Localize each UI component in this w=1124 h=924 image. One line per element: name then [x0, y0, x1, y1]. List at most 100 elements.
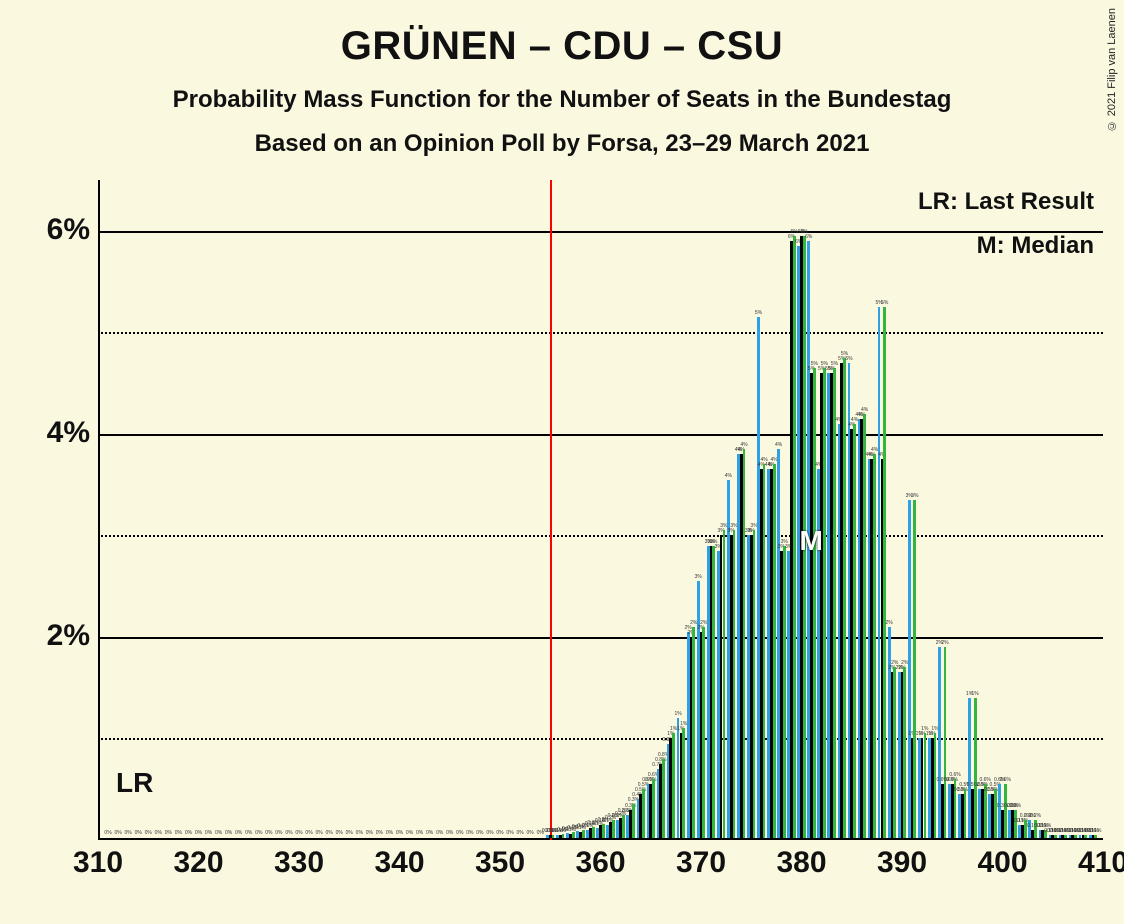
bar-zero-label: 0%: [426, 830, 433, 836]
bar-green: [562, 834, 565, 838]
bar-value-label: 0.3%: [1010, 803, 1021, 809]
bar-zero-label: 0%: [446, 830, 453, 836]
bar-value-label: 2%: [886, 620, 893, 626]
y-tick-label: 2%: [10, 619, 90, 653]
bar-zero-label: 0%: [436, 830, 443, 836]
bar-zero-label: 0%: [225, 830, 232, 836]
x-tick-label: 310: [48, 846, 148, 880]
bar-value-label: 4%: [725, 473, 732, 479]
bar-green: [662, 759, 665, 838]
bar-zero-label: 0%: [336, 830, 343, 836]
bar-value-label: 0.2%: [1030, 813, 1041, 819]
bar-green: [873, 454, 876, 838]
bar-green: [602, 824, 605, 838]
bar-green: [743, 449, 746, 838]
bar-zero-label: 0%: [486, 830, 493, 836]
bar-zero-label: 0%: [125, 830, 132, 836]
gridline-minor: [98, 332, 1103, 334]
x-tick-label: 390: [852, 846, 952, 880]
bar-zero-label: 0%: [215, 830, 222, 836]
bar-green: [1054, 835, 1057, 838]
gridline-minor: [98, 738, 1103, 740]
bar-zero-label: 0%: [315, 830, 322, 836]
bar-green: [1064, 835, 1067, 838]
bar-value-label: 0.1%: [1090, 828, 1101, 834]
bar-green: [883, 307, 886, 838]
x-tick-label: 400: [953, 846, 1053, 880]
bar-green: [1084, 835, 1087, 838]
bar-value-label: 6%: [791, 229, 798, 235]
lr-short-label: LR: [116, 767, 153, 799]
chart-title: GRÜNEN – CDU – CSU: [0, 24, 1124, 69]
bar-zero-label: 0%: [135, 830, 142, 836]
bar-zero-label: 0%: [275, 830, 282, 836]
bar-zero-label: 0%: [496, 830, 503, 836]
x-tick-label: 380: [752, 846, 852, 880]
bar-zero-label: 0%: [406, 830, 413, 836]
bar-green: [843, 358, 846, 838]
plot-area: 0.1%0.1%0.1%0.1%0.1%0.1%0.1%0.1%0.1%0.1%…: [98, 180, 1103, 840]
x-axis-line: [98, 838, 1103, 840]
y-tick-label: 4%: [10, 416, 90, 450]
bar-green: [692, 627, 695, 838]
bar-green: [733, 530, 736, 838]
bar-zero-label: 0%: [376, 830, 383, 836]
x-tick-label: 340: [350, 846, 450, 880]
bar-zero-label: 0%: [356, 830, 363, 836]
bar-zero-label: 0%: [396, 830, 403, 836]
bar-value-label: 1%: [674, 711, 681, 717]
bar-green: [853, 424, 856, 838]
bar-zero-label: 0%: [295, 830, 302, 836]
bar-value-label: 5%: [831, 361, 838, 367]
bar-zero-label: 0%: [255, 830, 262, 836]
bar-green: [833, 368, 836, 838]
bar-value-label: 0.6%: [1000, 777, 1011, 783]
bar-value-label: 5%: [755, 310, 762, 316]
bar-value-label: 5%: [881, 300, 888, 306]
chart-subtitle-2: Based on an Opinion Poll by Forsa, 23–29…: [0, 130, 1124, 158]
bar-zero-label: 0%: [104, 830, 111, 836]
bar-green: [863, 414, 866, 838]
bar-green: [974, 698, 977, 838]
bar-green: [823, 368, 826, 838]
bar-green: [1004, 784, 1007, 838]
bar-zero-label: 0%: [155, 830, 162, 836]
gridline-major: [98, 637, 1103, 639]
bar-value-label: 3%: [695, 574, 702, 580]
bar-green: [944, 647, 947, 838]
bar-zero-label: 0%: [175, 830, 182, 836]
y-axis-line: [98, 180, 100, 840]
median-short-label: M: [800, 525, 823, 557]
bar-value-label: 2%: [941, 640, 948, 646]
bar-green: [632, 804, 635, 838]
bar-value-label: 0.6%: [949, 772, 960, 778]
y-tick-label: 6%: [10, 213, 90, 247]
bar-green: [813, 368, 816, 838]
bar-zero-label: 0%: [466, 830, 473, 836]
bar-green: [903, 667, 906, 838]
legend-last-result: LR: Last Result: [918, 188, 1094, 216]
bar-zero-label: 0%: [205, 830, 212, 836]
gridline-major: [98, 231, 1103, 233]
bar-green: [924, 733, 927, 838]
bar-zero-label: 0%: [416, 830, 423, 836]
bar-green: [682, 728, 685, 838]
bar-green: [672, 733, 675, 838]
bar-green: [793, 236, 796, 838]
chart-subtitle-1: Probability Mass Function for the Number…: [0, 86, 1124, 114]
bar-green: [763, 464, 766, 838]
bar-green: [994, 789, 997, 838]
bar-green: [783, 546, 786, 838]
bar-zero-label: 0%: [346, 830, 353, 836]
bar-green: [893, 667, 896, 838]
bar-zero-label: 0%: [235, 830, 242, 836]
bar-zero-label: 0%: [456, 830, 463, 836]
bar-value-label: 1%: [972, 691, 979, 697]
bar-value-label: 4%: [861, 407, 868, 413]
bar-value-label: 5%: [845, 356, 852, 362]
bar-zero-label: 0%: [265, 830, 272, 836]
bar-value-label: 3%: [911, 493, 918, 499]
gridline-major: [98, 434, 1103, 436]
bar-value-label: 4%: [775, 442, 782, 448]
bar-green: [592, 827, 595, 838]
